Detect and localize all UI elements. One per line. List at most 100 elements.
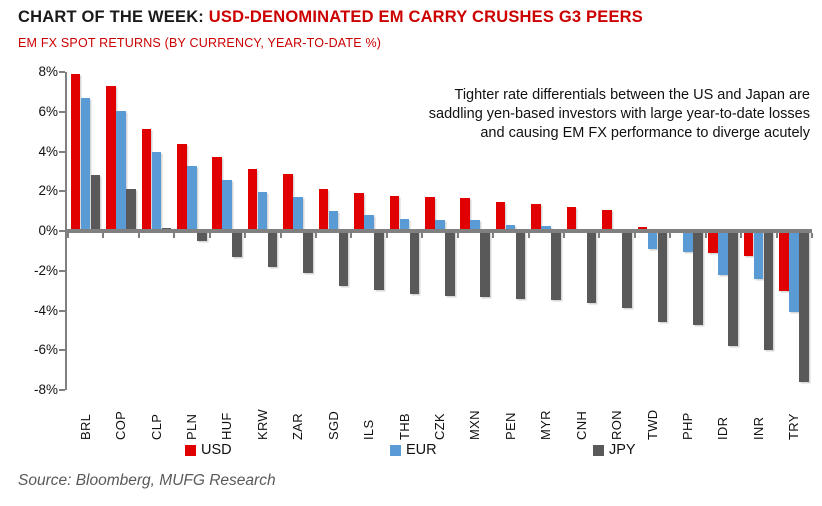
bar-jpy-zar [303,231,313,273]
bar-usd-idr [708,231,718,253]
category-boundary-tick [740,233,743,238]
x-label-thb: THB [396,413,412,440]
y-axis-tick [59,230,65,232]
bar-jpy-pln [197,231,207,241]
chart-annotation: Tighter rate differentials between the U… [428,87,810,142]
y-axis-tick [59,269,65,272]
title-highlight: USD-DENOMINATED EM CARRY CRUSHES G3 PEER… [208,8,643,26]
category-boundary-tick [563,233,565,238]
bar-usd-cnh [566,207,577,231]
x-label-php: PHP [680,412,695,440]
category-boundary-tick [173,233,176,238]
bar-eur-pen [505,225,516,231]
bar-jpy-huf [232,231,242,257]
category-boundary-tick [350,233,353,238]
bar-eur-php [683,231,693,252]
category-boundary-tick [137,233,140,238]
x-label-krw: KRW [254,409,270,440]
x-label-cnh: CNH [573,410,589,440]
y-tick-label: 4% [38,143,58,159]
y-axis-tick [59,190,65,193]
category-boundary-tick [208,233,211,238]
chart-subtitle: EM FX SPOT RETURNS (BY CURRENCY, YEAR-TO… [18,36,382,50]
bar-usd-mxn [460,198,470,231]
y-tick-label: 2% [38,183,58,199]
legend-swatch-eur [390,444,401,456]
category-boundary-tick [811,233,813,238]
bar-jpy-ils [374,231,384,290]
category-boundary-tick [598,233,601,238]
y-axis-tick [59,110,65,113]
category-boundary-tick [385,233,388,238]
legend-label-usd: USD [201,442,232,458]
bar-eur-myr [541,226,551,231]
x-label-brl: BRL [77,413,93,440]
bar-usd-huf [212,157,222,231]
bar-usd-ron [602,210,612,231]
bar-usd-ils [354,193,364,231]
category-boundary-tick [492,233,495,238]
y-tick-label: -4% [33,302,58,318]
bar-jpy-php [693,231,703,326]
legend-label-jpy: JPY [609,442,636,458]
bar-eur-idr [718,231,728,275]
x-label-pln: PLN [184,413,199,440]
bar-usd-clp [141,128,152,231]
bar-usd-cop [106,85,116,231]
bar-eur-krw [257,192,268,231]
x-label-inr: INR [750,416,766,440]
y-tick-label: -8% [33,382,58,397]
y-axis-tick [59,71,65,73]
x-label-idr: IDR [715,416,731,440]
x-axis-zero-line [65,229,812,233]
y-axis-tick [59,309,65,312]
bar-jpy-krw [267,231,278,267]
x-label-myr: MYR [538,410,554,440]
bar-jpy-sgd [338,231,349,286]
bar-usd-czk [425,197,435,231]
category-boundary-tick [633,233,636,238]
bar-eur-inr [753,231,764,279]
x-label-sgd: SGD [325,410,341,440]
bar-jpy-brl [90,175,101,231]
y-tick-label: 0% [38,223,58,238]
category-boundary-tick [67,233,69,238]
bar-eur-zar [293,197,303,231]
bar-eur-mxn [470,220,480,231]
bar-usd-zar [283,174,293,231]
title-prefix: CHART OF THE WEEK: [18,8,209,26]
x-label-ils: ILS [361,419,377,440]
legend-swatch-usd [185,444,196,456]
x-label-pen: PEN [502,412,518,440]
bar-jpy-twd [657,231,668,323]
bar-jpy-pen [515,231,526,299]
bar-eur-twd [647,231,658,249]
bar-eur-cop [116,110,126,231]
legend-swatch-jpy [593,444,604,456]
bar-jpy-cop [126,189,136,231]
bar-usd-brl [70,73,81,231]
page-title: CHART OF THE WEEK: USD-DENOMINATED EM CA… [18,8,643,27]
x-label-twd: TWD [644,409,660,441]
bar-jpy-try [799,231,809,383]
x-label-huf: HUF [219,412,235,440]
bar-jpy-czk [445,231,455,296]
bar-usd-pln [177,143,187,231]
category-boundary-tick [775,233,778,238]
bar-usd-krw [247,169,258,231]
y-tick-label: 8% [38,64,58,79]
y-axis-tick [59,150,65,153]
category-boundary-tick [279,233,282,238]
bar-usd-pen [495,202,506,231]
category-boundary-tick [315,233,317,238]
category-boundary-tick [456,233,459,238]
x-label-clp: CLP [148,413,164,440]
bar-eur-sgd [328,211,339,231]
x-label-zar: ZAR [290,413,306,440]
bar-jpy-cnh [586,231,597,303]
bar-jpy-idr [728,231,738,347]
bar-eur-brl [80,97,91,231]
bar-eur-czk [435,220,445,231]
source-credit: Source: Bloomberg, MUFG Research [18,472,276,489]
